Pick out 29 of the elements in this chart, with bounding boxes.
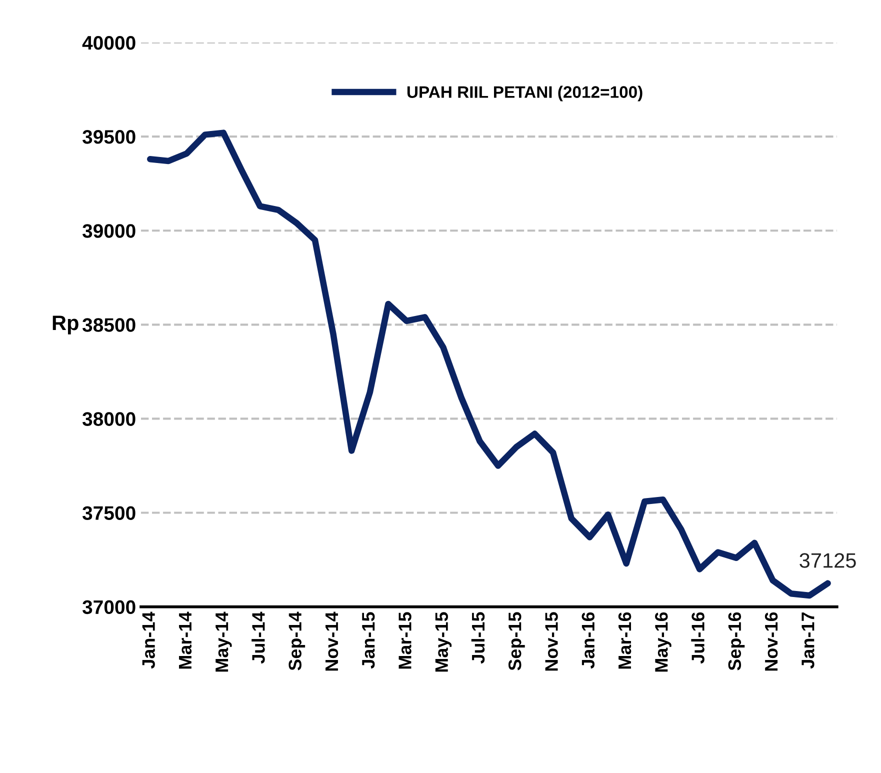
x-tick-label: Jul-16 xyxy=(691,612,704,664)
x-tick-label: Jan-15 xyxy=(362,612,375,669)
y-tick-label: 38000 xyxy=(82,412,136,426)
y-axis-title: Rp xyxy=(52,316,78,334)
x-tick-label: Jan-16 xyxy=(582,612,595,669)
x-tick-label: May-15 xyxy=(435,612,452,672)
x-tick-label: Sep-14 xyxy=(288,612,306,670)
y-tick-label: 40000 xyxy=(82,36,136,50)
x-tick-label: Mar-16 xyxy=(618,612,632,669)
x-tick-label: Sep-15 xyxy=(508,612,525,670)
x-tick-label: May-14 xyxy=(216,612,232,672)
x-tick-label: Jul-15 xyxy=(471,612,485,664)
x-tick-label: Sep-16 xyxy=(728,612,745,670)
x-tick-label: Nov-15 xyxy=(545,612,558,671)
x-tick-label: Jan-17 xyxy=(802,612,814,669)
y-tick-label: 39500 xyxy=(82,130,136,144)
x-tick-label: Jan-14 xyxy=(142,612,155,669)
y-tick-label: 37000 xyxy=(82,600,136,614)
data-label: 37125 xyxy=(800,553,856,568)
x-tick-label: Mar-14 xyxy=(178,612,192,669)
legend-label: UPAH RIIL PETANI (2012=100) xyxy=(407,86,642,102)
x-tick-label: May-16 xyxy=(655,612,672,672)
y-tick-label: 38500 xyxy=(82,318,136,332)
x-tick-label: Mar-15 xyxy=(398,612,412,669)
y-tick-label: 37500 xyxy=(82,506,136,520)
x-tick-label: Jul-14 xyxy=(252,612,265,664)
x-tick-label: Nov-16 xyxy=(764,612,778,671)
x-tick-label: Nov-14 xyxy=(326,612,338,671)
y-tick-label: 39000 xyxy=(82,224,136,238)
